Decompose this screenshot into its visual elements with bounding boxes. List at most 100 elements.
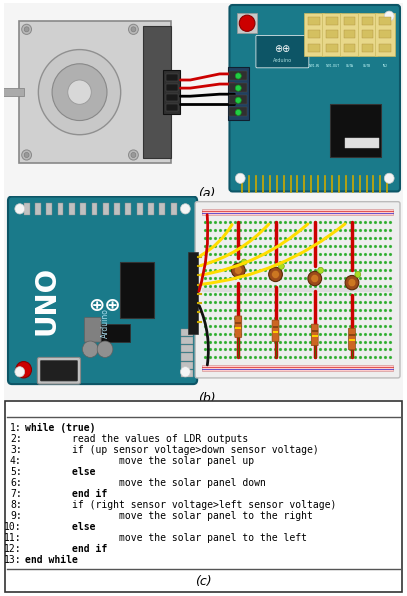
Circle shape (15, 367, 25, 377)
Bar (114, 203, 120, 215)
Bar (326, 44, 337, 52)
Text: (a): (a) (198, 187, 216, 200)
Text: 2:: 2: (10, 434, 22, 444)
Text: else: else (25, 467, 95, 477)
Circle shape (131, 153, 136, 157)
Bar (326, 17, 337, 25)
Bar (100, 324, 129, 342)
Text: if (right sensor voltage>left sensor voltage): if (right sensor voltage>left sensor vol… (25, 500, 336, 510)
Bar (344, 17, 355, 25)
Circle shape (234, 266, 242, 274)
Text: end if: end if (25, 489, 107, 499)
Bar (230, 83, 247, 92)
Text: move the solar panel up: move the solar panel up (25, 456, 254, 466)
Bar (308, 44, 319, 52)
Circle shape (269, 267, 282, 281)
Circle shape (38, 49, 121, 135)
Bar (69, 203, 75, 215)
Circle shape (235, 85, 241, 91)
Bar (304, 13, 324, 55)
Bar (228, 67, 249, 120)
Bar (202, 365, 393, 371)
Bar (308, 17, 319, 25)
Circle shape (131, 27, 136, 32)
Bar (330, 104, 381, 157)
Bar (379, 44, 391, 52)
Text: TW1-IN: TW1-IN (309, 64, 319, 68)
Text: else: else (25, 522, 95, 532)
Text: if (up sensor voltage>down sensor voltage): if (up sensor voltage>down sensor voltag… (25, 445, 318, 455)
Text: (b): (b) (198, 392, 216, 405)
Bar (163, 70, 180, 114)
Bar (322, 13, 341, 55)
Text: 4:: 4: (10, 456, 22, 466)
Bar (160, 203, 165, 215)
Text: UNO: UNO (32, 265, 60, 334)
Text: 3:: 3: (10, 445, 22, 455)
Text: ⊕⊕: ⊕⊕ (89, 296, 121, 315)
Circle shape (52, 64, 107, 120)
Bar (125, 203, 131, 215)
Bar (182, 337, 193, 344)
FancyBboxPatch shape (311, 324, 318, 346)
Bar (349, 339, 355, 341)
Bar (58, 203, 63, 215)
Circle shape (22, 150, 31, 160)
Bar (120, 262, 154, 318)
Bar (182, 329, 193, 336)
Text: 13:: 13: (4, 555, 22, 565)
FancyBboxPatch shape (348, 328, 355, 350)
Circle shape (129, 24, 138, 35)
Bar (182, 345, 193, 352)
Text: 7:: 7: (10, 489, 22, 499)
Bar (46, 203, 52, 215)
Bar (230, 71, 247, 80)
FancyBboxPatch shape (235, 316, 242, 337)
Circle shape (232, 263, 245, 278)
Bar (273, 325, 278, 328)
Text: 8:: 8: (10, 500, 22, 510)
FancyBboxPatch shape (84, 318, 101, 342)
Circle shape (241, 259, 247, 265)
Bar (361, 30, 373, 39)
Bar (80, 203, 86, 215)
Bar (166, 104, 177, 111)
Bar (273, 331, 278, 333)
Text: Arduino: Arduino (101, 308, 109, 337)
Bar (137, 203, 142, 215)
Circle shape (384, 173, 394, 184)
Bar (344, 30, 355, 39)
Text: 1:: 1: (10, 423, 22, 433)
Circle shape (271, 271, 280, 278)
Bar (237, 13, 257, 33)
Text: 6:: 6: (10, 478, 22, 488)
Text: IN2: IN2 (383, 64, 388, 68)
Bar (345, 138, 379, 148)
Text: TW1-OUT: TW1-OUT (325, 64, 339, 68)
Circle shape (345, 275, 359, 290)
Circle shape (16, 362, 31, 378)
Bar (376, 13, 395, 55)
Text: 11:: 11: (4, 533, 22, 543)
Bar (0, 88, 24, 96)
Bar (379, 30, 391, 39)
Circle shape (318, 267, 324, 274)
Bar (312, 340, 318, 342)
Text: OUTA: OUTA (346, 64, 353, 68)
Text: read the values of LDR outputs: read the values of LDR outputs (25, 434, 248, 444)
Circle shape (24, 153, 29, 157)
Text: 10:: 10: (4, 522, 22, 532)
Bar (182, 370, 193, 377)
FancyBboxPatch shape (37, 358, 81, 384)
Bar (19, 21, 171, 163)
Bar (35, 203, 41, 215)
Circle shape (355, 271, 361, 278)
FancyBboxPatch shape (40, 361, 78, 381)
Circle shape (180, 367, 190, 377)
Text: move the solar panel to the left: move the solar panel to the left (25, 533, 306, 543)
Bar (166, 84, 177, 91)
Text: 5:: 5: (10, 467, 22, 477)
Text: OUTB: OUTB (363, 64, 372, 68)
Bar (340, 13, 359, 55)
Bar (182, 362, 193, 369)
